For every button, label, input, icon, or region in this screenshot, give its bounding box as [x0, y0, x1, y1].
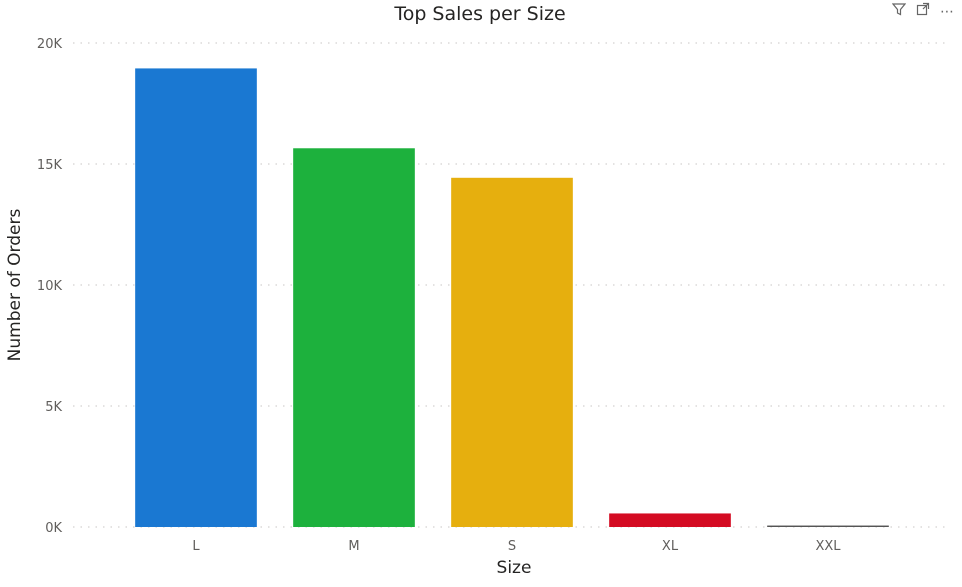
bar-m[interactable] — [293, 148, 415, 527]
more-options-icon[interactable]: ⋯ — [940, 3, 954, 20]
y-tick-label: 5K — [45, 400, 62, 415]
x-axis-ticks: L M S XL XXL — [192, 539, 841, 554]
bars — [135, 68, 889, 527]
y-tick-label: 0K — [45, 521, 62, 536]
x-tick-label: XL — [662, 539, 679, 554]
x-tick-label: S — [508, 539, 516, 554]
x-tick-label: L — [192, 539, 200, 554]
y-tick-label: 10K — [37, 279, 63, 294]
bar-xl[interactable] — [609, 513, 731, 527]
x-tick-label: XXL — [815, 539, 841, 554]
visual-header: ⋯ — [891, 2, 954, 21]
y-tick-label: 20K — [37, 37, 63, 52]
x-axis-title: Size — [497, 558, 532, 578]
y-axis-ticks: 0K 5K 10K 15K 20K — [37, 37, 63, 536]
filter-icon[interactable] — [891, 2, 907, 21]
chart-title: Top Sales per Size — [393, 3, 565, 25]
bar-s[interactable] — [451, 177, 573, 527]
y-tick-label: 15K — [37, 158, 63, 173]
y-axis-title: Number of Orders — [5, 209, 25, 362]
bar-l[interactable] — [135, 68, 257, 527]
x-tick-label: M — [348, 539, 359, 554]
bar-xxl[interactable] — [767, 525, 889, 527]
focus-mode-icon[interactable] — [916, 2, 930, 21]
